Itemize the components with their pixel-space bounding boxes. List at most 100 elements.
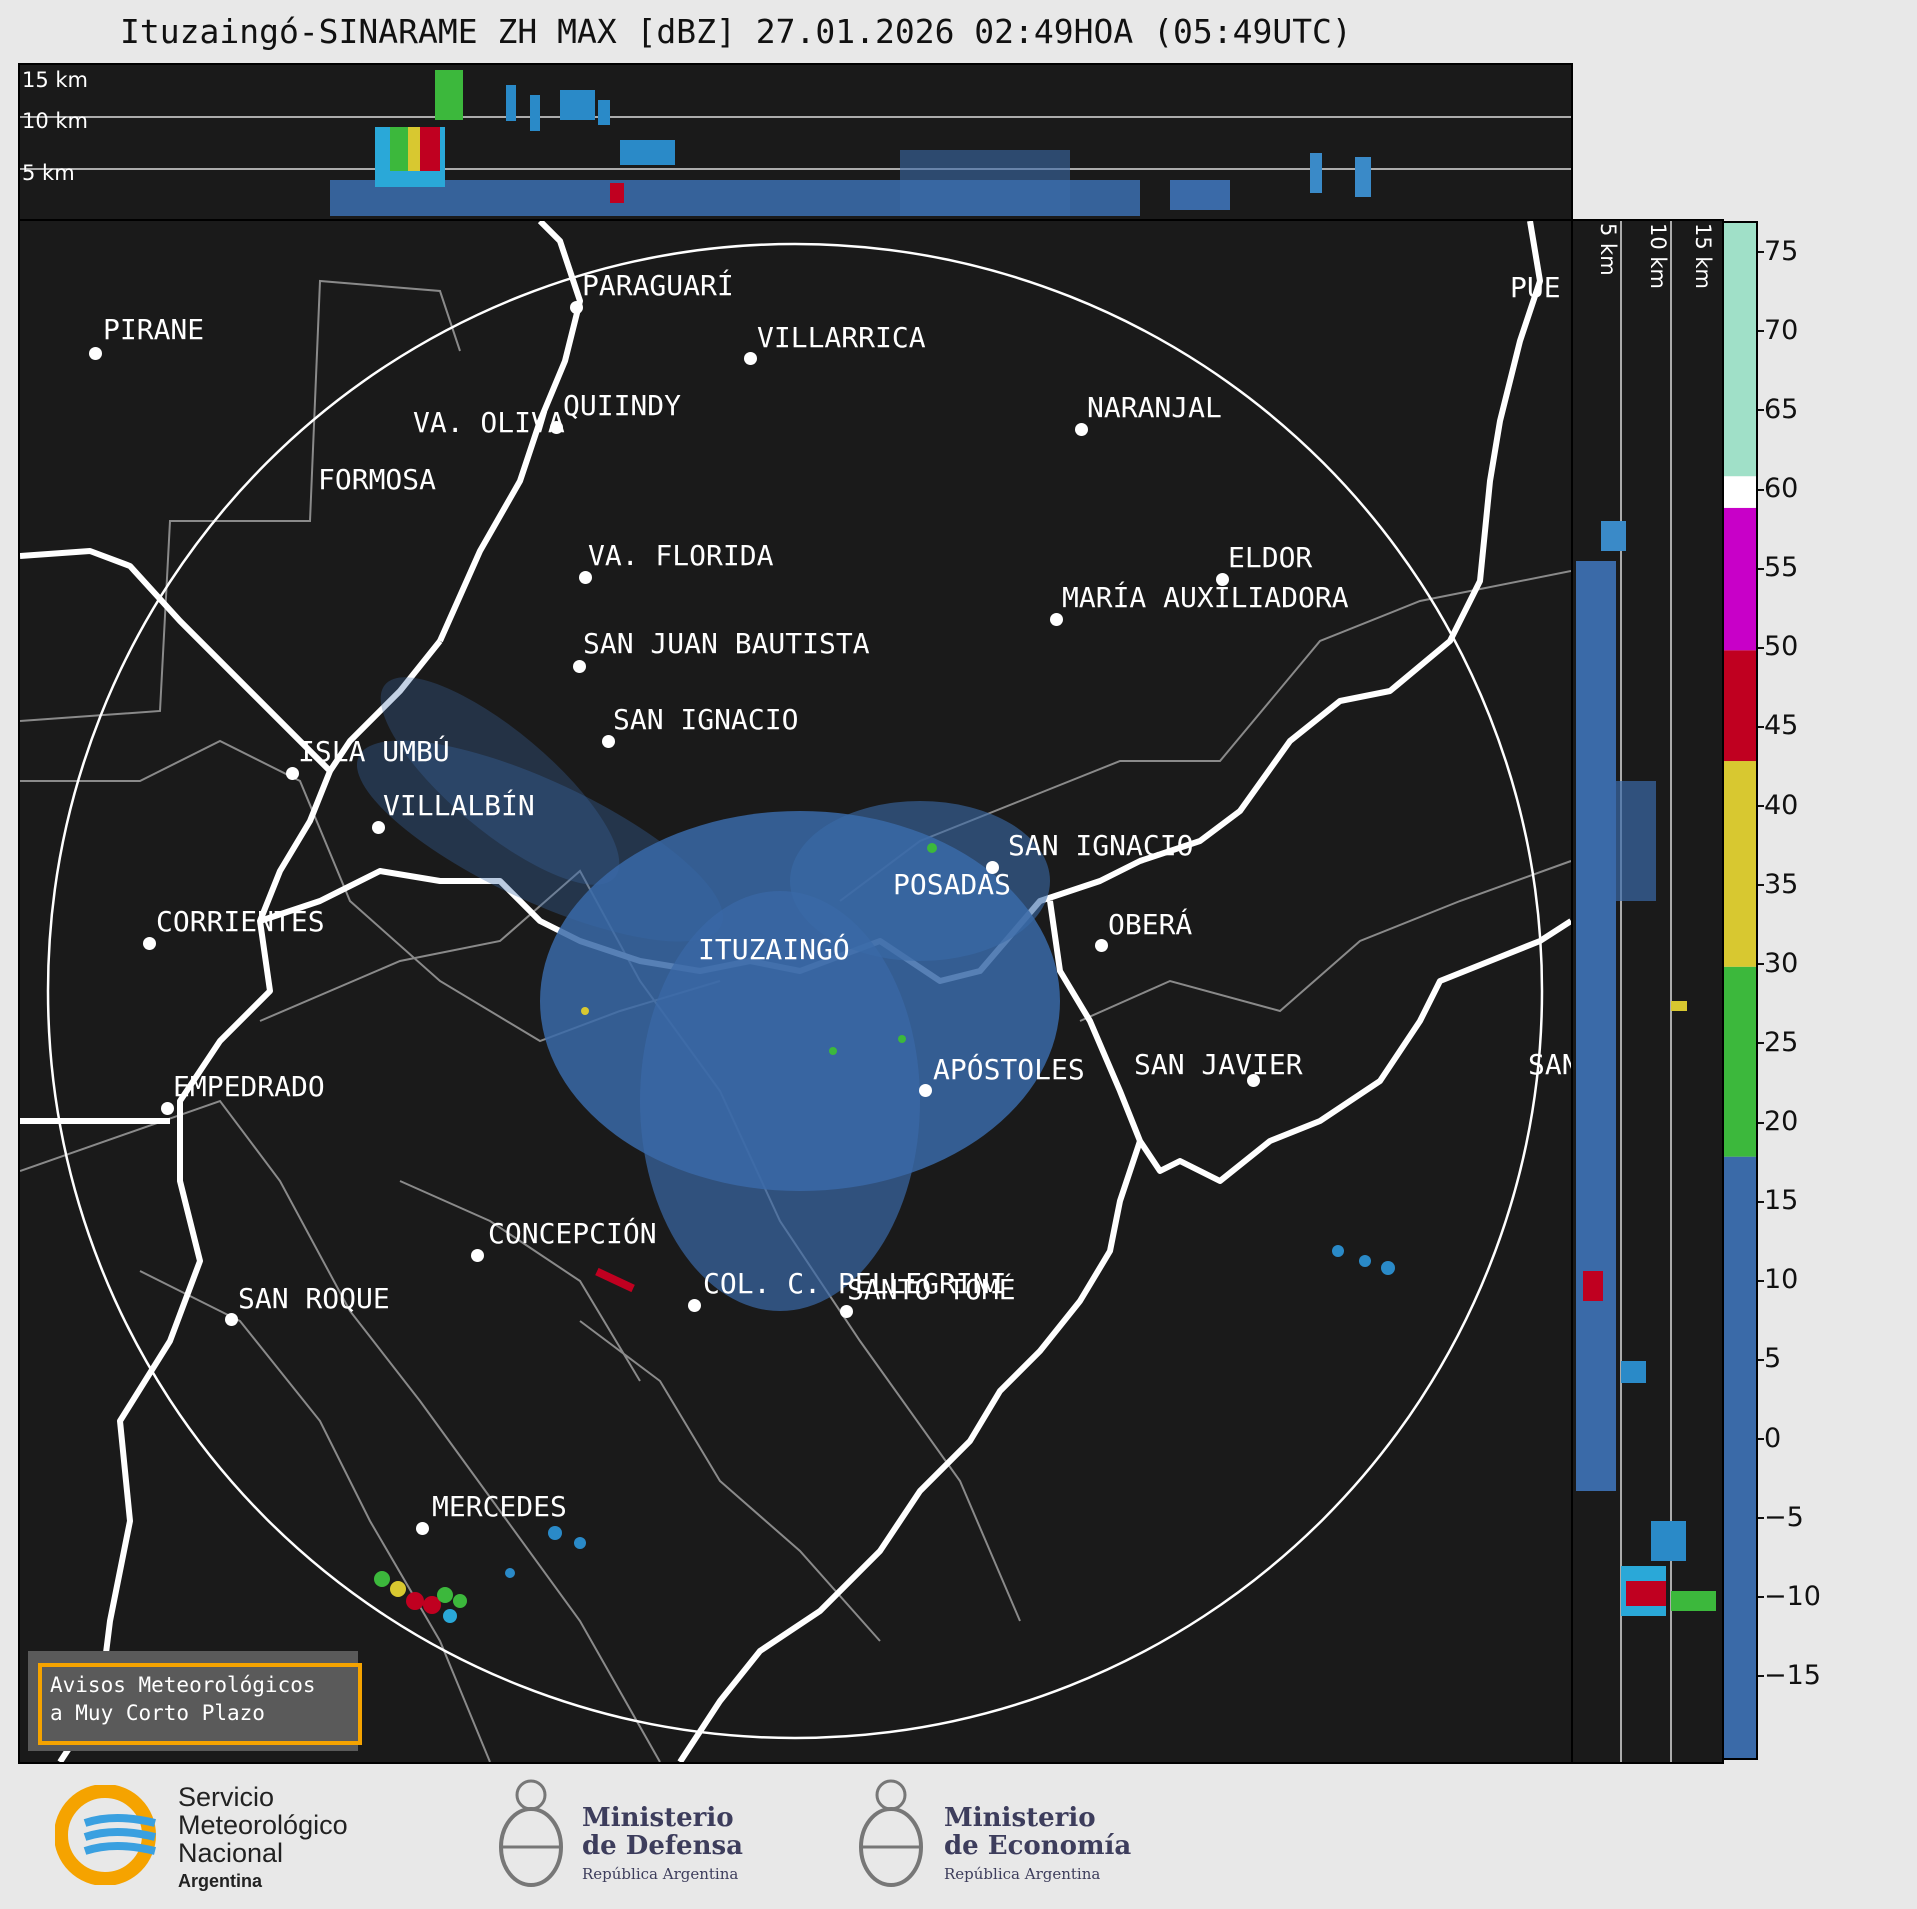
city-dot (573, 660, 586, 673)
city-dot (688, 1299, 701, 1312)
city-dot (143, 937, 156, 950)
city-label: FORMOSA (318, 463, 437, 496)
colorbar-band (1724, 223, 1756, 477)
city-label: POSADAS (893, 868, 1012, 901)
colorbar-tick-label: 20 (1757, 1106, 1799, 1137)
defensa-logo-text: Ministerio de Defensa República Argentin… (582, 1803, 743, 1883)
altitude-label: 5 km (22, 161, 75, 185)
map-background (20, 221, 1571, 1762)
side-cross-section: 5 km 10 km 15 km (1569, 219, 1724, 1764)
warning-box: Avisos Meteorológicos a Muy Corto Plazo (28, 1651, 362, 1751)
city-label: SAN IGNACIO (1008, 829, 1194, 862)
smn-logo-text: Servicio Meteorológico Nacional Argentin… (178, 1782, 348, 1891)
city-label: ELDOR (1228, 541, 1313, 574)
colorbar-band (1724, 761, 1756, 967)
colorbar-band (1724, 476, 1756, 508)
warning-line-2: a Muy Corto Plazo (50, 1701, 265, 1725)
economia-seal-icon (859, 1779, 923, 1887)
colorbar-tick-label: 75 (1757, 235, 1799, 267)
colorbar-tick-label: 10 (1757, 1264, 1799, 1296)
city-label: SAN (1528, 1048, 1571, 1081)
altitude-label: 10 km (1646, 223, 1670, 290)
colorbar-tick-label: 30 (1757, 947, 1799, 979)
city-label: PIRANE (103, 313, 205, 346)
city-dot (372, 821, 385, 834)
altitude-label: 15 km (22, 68, 89, 92)
city-label: VA. FLORIDA (588, 539, 774, 572)
city-dot (161, 1102, 174, 1115)
chart-title: Ituzaingó-SINARAME ZH MAX [dBZ] 27.01.20… (120, 12, 1352, 51)
country-borders (20, 221, 1571, 1762)
city-dot (1216, 573, 1229, 586)
city-label: CORRIENTES (156, 905, 325, 938)
altitude-label: 15 km (1691, 223, 1715, 290)
colorbar-tick-label: 40 (1757, 789, 1799, 821)
smn-logo-icon (55, 1785, 156, 1885)
city-dot (919, 1084, 932, 1097)
city-label: PARAGUARÍ (582, 269, 734, 302)
top-cross-section-echoes (20, 70, 1571, 216)
city-label: EMPEDRADO (173, 1070, 325, 1103)
warning-line-1: Avisos Meteorológicos (50, 1673, 316, 1697)
city-label: SAN IGNACIO (613, 703, 799, 736)
city-dot (840, 1305, 853, 1318)
city-label: SAN JAVIER (1134, 1048, 1303, 1081)
colorbar-tick-label: 45 (1757, 710, 1799, 742)
radar-map: PARAGUARÍ VILLARRICA PIRANE QUIINDY VA. … (18, 219, 1573, 1764)
radar-range-ring (46, 242, 1544, 1740)
colorbar-tick-label: 25 (1757, 1026, 1799, 1058)
radar-echoes (356, 677, 1395, 1623)
city-dot (1050, 613, 1063, 626)
colorbar-bands (1724, 223, 1756, 1758)
city-label: CONCEPCIÓN (488, 1217, 657, 1250)
city-label: SANTO TOMÉ (847, 1273, 1016, 1306)
city-dot (286, 767, 299, 780)
city-label: ISLA UMBÚ (298, 735, 450, 768)
city-label: APÓSTOLES (933, 1053, 1085, 1086)
defensa-seal-icon (499, 1779, 563, 1887)
city-dot (550, 421, 563, 434)
city-dot (986, 861, 999, 874)
colorbar-tick-label: 60 (1757, 473, 1799, 505)
city-label: PUE (1510, 271, 1561, 304)
economia-logo-text: Ministerio de Economía República Argenti… (944, 1803, 1132, 1883)
city-dot (1075, 423, 1088, 436)
colorbar-tick-label: −10 (1758, 1580, 1821, 1612)
colorbar-tick-label: −15 (1758, 1659, 1821, 1691)
altitude-label: 10 km (22, 109, 89, 133)
colorbar-tick-label: 0 (1757, 1422, 1782, 1454)
side-cross-section-echoes (1576, 221, 1716, 1762)
colorbar-tick-label: 35 (1757, 868, 1799, 900)
city-label: MERCEDES (432, 1490, 567, 1523)
warning-box-frame: Avisos Meteorológicos a Muy Corto Plazo (38, 1663, 362, 1745)
city-label: QUIINDY (563, 389, 682, 422)
city-dot (570, 301, 583, 314)
city-dot (416, 1522, 429, 1535)
city-dot (579, 571, 592, 584)
city-dot (1247, 1074, 1260, 1087)
altitude-label: 5 km (1596, 223, 1620, 276)
colorbar-band (1724, 650, 1756, 762)
city-label: ITUZAINGÓ (698, 933, 850, 966)
colorbar-tick-label: 55 (1757, 552, 1799, 584)
city-dot (225, 1313, 238, 1326)
city-dot (1095, 939, 1108, 952)
city-label: COL. C. PELLEGRINI (703, 1267, 1007, 1300)
city-label: VILLALBÍN (383, 789, 535, 822)
city-label: SAN JUAN BAUTISTA (583, 627, 870, 660)
city-dot (89, 347, 102, 360)
city-dot (471, 1249, 484, 1262)
city-label: VA. OLIVA (413, 406, 565, 439)
colorbar-tick-label: 15 (1757, 1185, 1799, 1217)
colorbar-tick-label: 5 (1757, 1343, 1782, 1375)
city-label: NARANJAL (1087, 391, 1222, 424)
colorbar (1722, 221, 1758, 1760)
colorbar-band (1724, 1156, 1756, 1758)
city-label: SAN ROQUE (238, 1282, 390, 1315)
city-label: MARÍA AUXILIADORA (1062, 581, 1349, 614)
city-dot (744, 352, 757, 365)
colorbar-band (1724, 966, 1756, 1157)
colorbar-tick-label: 65 (1757, 393, 1799, 425)
colorbar-band (1724, 507, 1756, 651)
top-cross-section: 15 km 10 km 5 km (18, 63, 1573, 221)
